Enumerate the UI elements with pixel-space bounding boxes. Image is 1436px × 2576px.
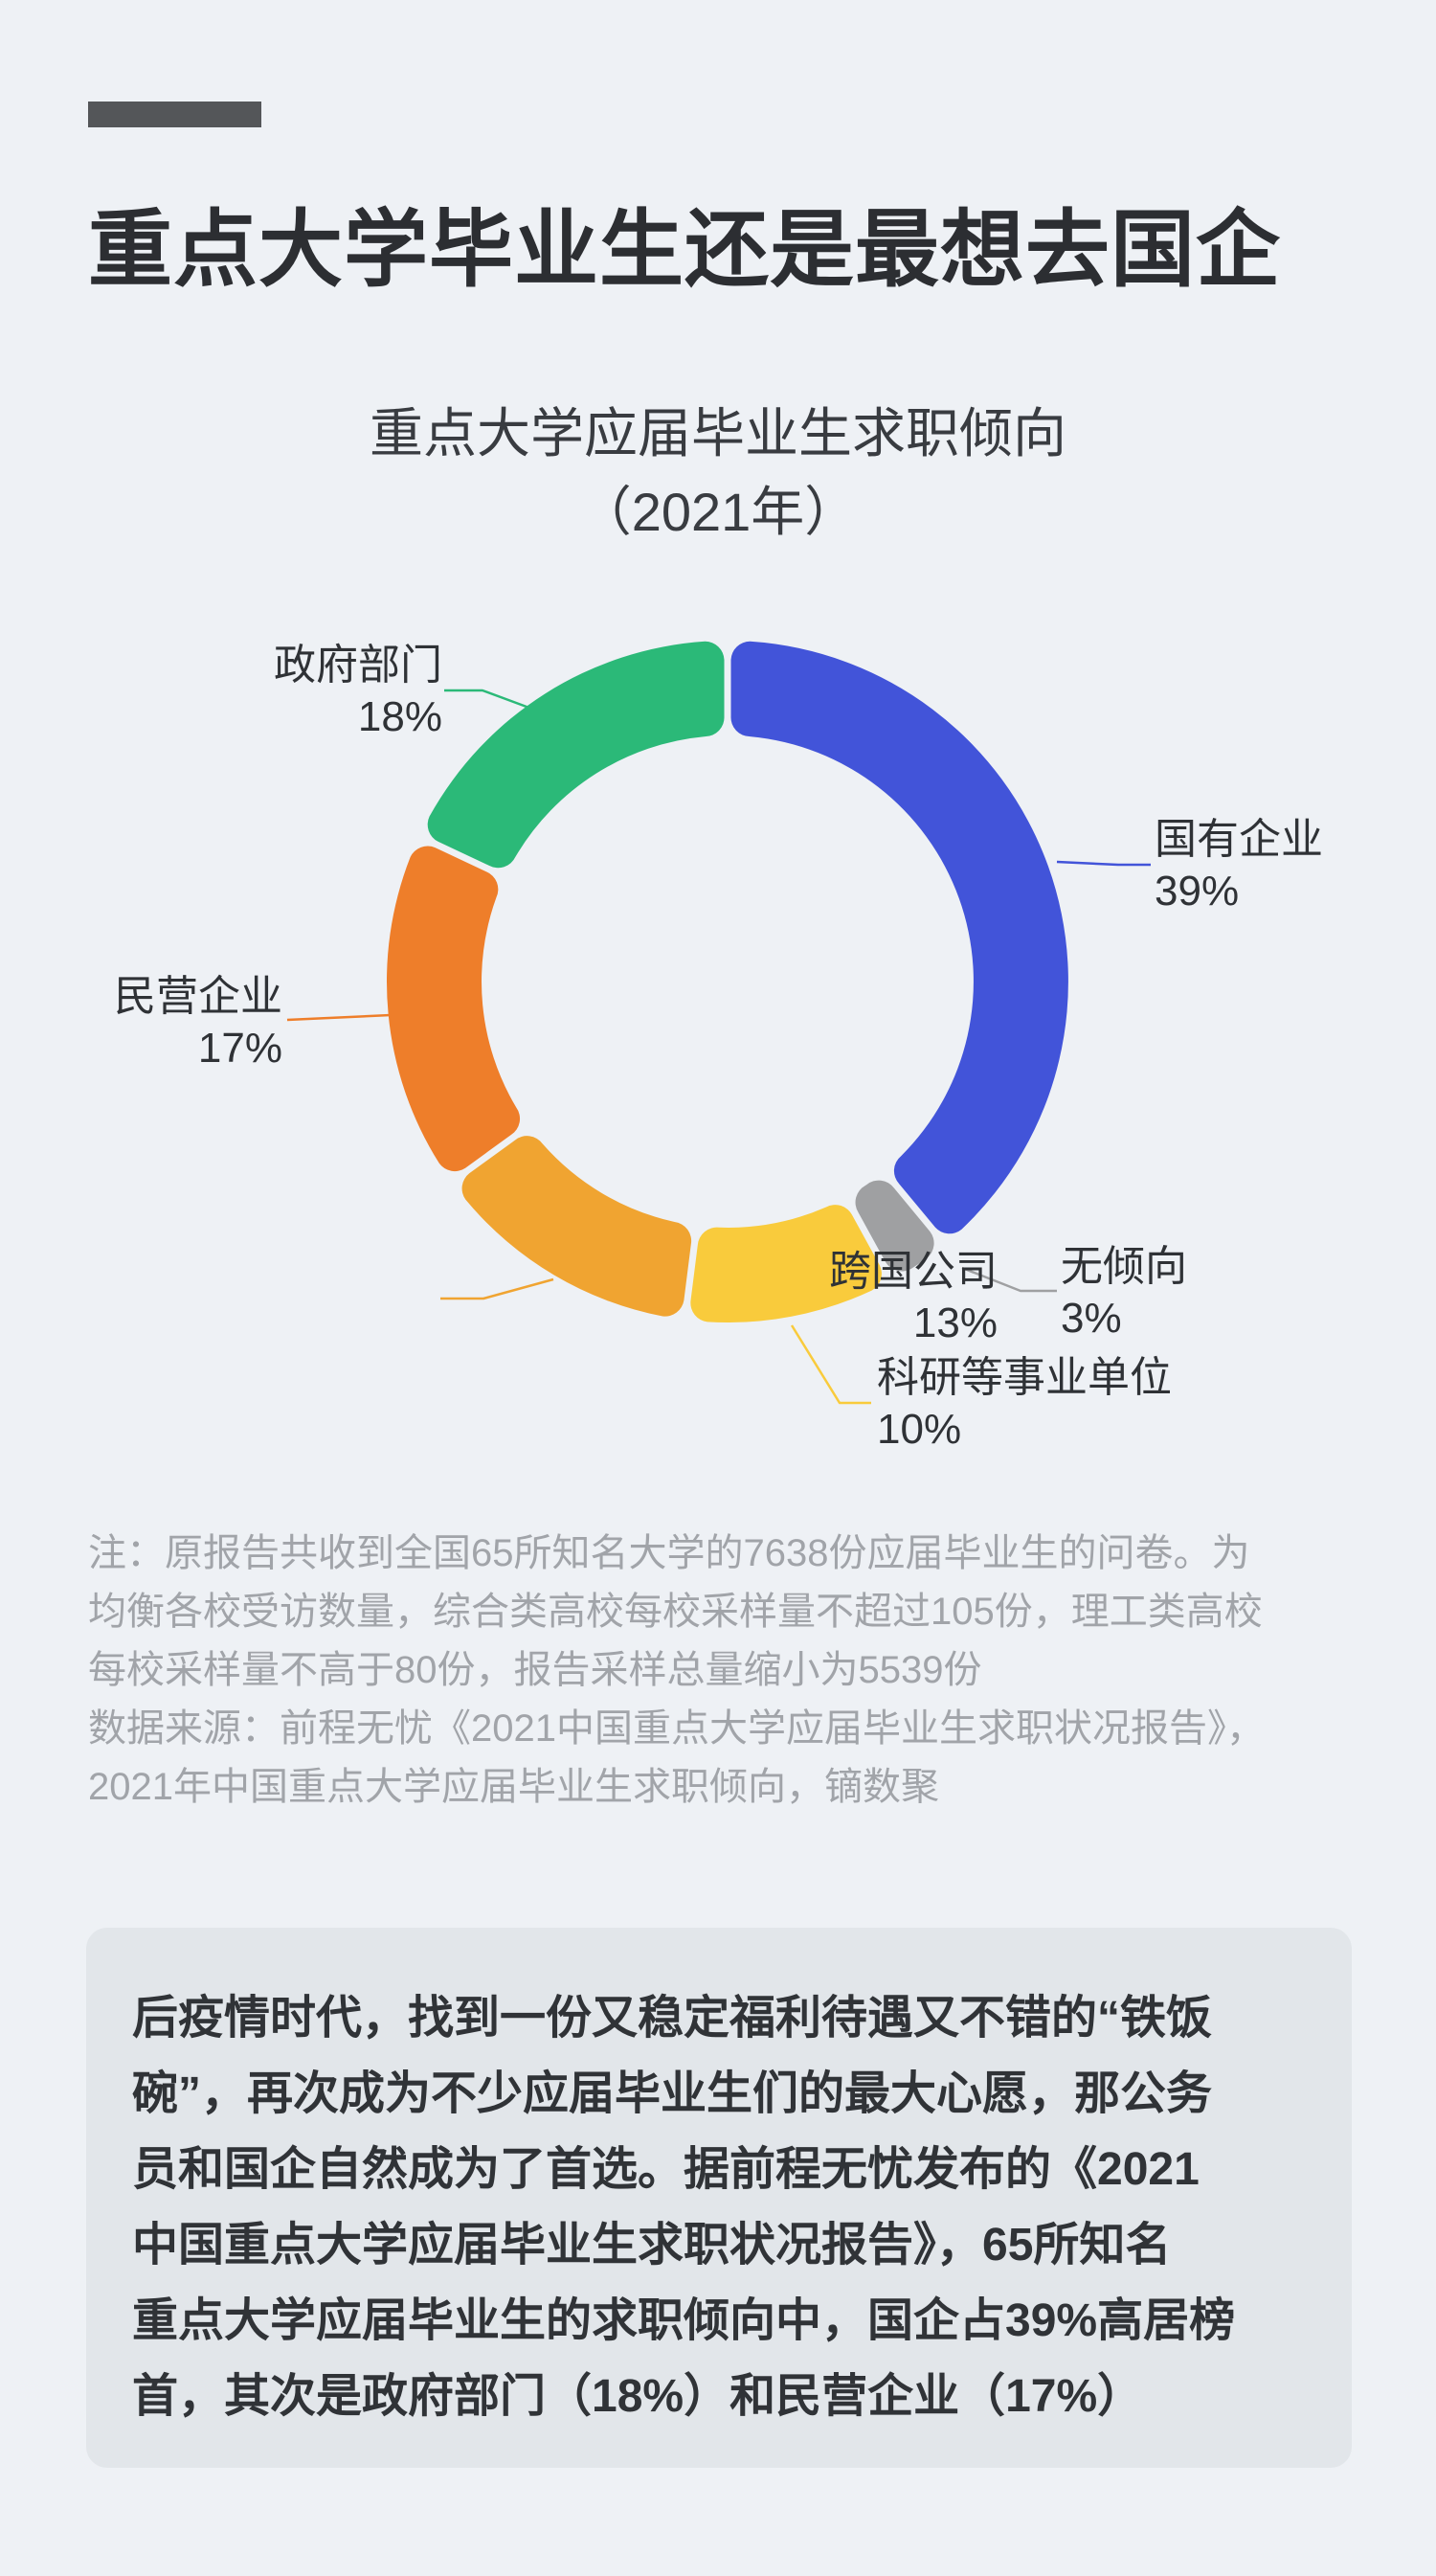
slice-label-minyingqiye: 民营企业 17% <box>114 971 282 1074</box>
slice-label-guoyouqiye: 国有企业 39% <box>1155 814 1323 917</box>
slice-label-pct: 10% <box>877 1406 962 1453</box>
leader-line-5 <box>444 689 553 718</box>
slice-label-text: 国有企业 <box>1155 816 1323 863</box>
page-title: 重点大学毕业生还是最想去国企 <box>88 202 1282 297</box>
summary-line: 后疫情时代，找到一份又稳定福利待遇又不错的“铁饭 <box>132 1993 1213 2044</box>
chart-title: 重点大学应届毕业生求职倾向 <box>370 403 1066 463</box>
donut-slice-4 <box>387 846 521 1172</box>
slice-label-keyan: 科研等事业单位 10% <box>877 1352 1172 1456</box>
donut-slice-0 <box>730 641 1068 1234</box>
summary-line: 中国重点大学应届毕业生求职状况报告》，65所知名 <box>132 2220 1172 2271</box>
summary-line: 员和国企自然成为了首选。据前程无忧发布的《2021 <box>132 2144 1200 2195</box>
chart-title-block: 重点大学应届毕业生求职倾向 （2021年） <box>0 395 1436 552</box>
slice-label-text: 民营企业 <box>114 973 282 1020</box>
accent-bar <box>88 102 261 127</box>
slice-label-pct: 18% <box>357 693 442 740</box>
slice-label-text: 政府部门 <box>274 642 442 689</box>
summary-line: 重点大学应届毕业生的求职倾向中，国企占39%高居榜 <box>132 2295 1236 2346</box>
footnote-line: 均衡各校受访数量，综合类高校每校采样量不超过105份，理工类高校 <box>88 1591 1263 1633</box>
donut-slice-5 <box>427 641 725 869</box>
slice-label-text: 无倾向 <box>1061 1243 1187 1290</box>
donut-slice-3 <box>461 1136 692 1317</box>
slice-label-pct: 39% <box>1155 868 1240 915</box>
slice-label-zhengfubumen: 政府部门 18% <box>274 640 442 743</box>
leader-line-4 <box>286 1013 392 1022</box>
footnote-line: 2021年中国重点大学应届毕业生求职倾向，镝数聚 <box>88 1766 939 1808</box>
chart-subtitle: （2021年） <box>577 482 859 542</box>
slice-label-pct: 17% <box>197 1025 282 1072</box>
summary-card: 后疫情时代，找到一份又稳定福利待遇又不错的“铁饭 碗”，再次成为不少应届毕业生们… <box>86 1928 1352 2468</box>
footnote-line: 每校采样量不高于80份，报告采样总量缩小为5539份 <box>88 1649 982 1691</box>
slice-label-pct: 13% <box>912 1299 998 1346</box>
summary-line: 碗”，再次成为不少应届毕业生们的最大心愿，那公务 <box>132 2068 1213 2119</box>
slice-label-kuaguogongsi: 跨国公司 13% <box>829 1246 998 1349</box>
leader-line-3 <box>440 1277 554 1300</box>
footnote-block: 注：原报告共收到全国65所知名大学的7638份应届毕业生的问卷。为 均衡各校受访… <box>88 1525 1380 1817</box>
slice-label-text: 跨国公司 <box>829 1248 998 1295</box>
slice-label-wuqingxiang: 无倾向 3% <box>1061 1241 1187 1344</box>
slice-label-pct: 3% <box>1061 1295 1122 1342</box>
slice-label-text: 科研等事业单位 <box>877 1354 1172 1401</box>
footnote-line: 注：原报告共收到全国65所知名大学的7638份应届毕业生的问卷。为 <box>88 1532 1250 1574</box>
summary-line: 首，其次是政府部门（18%）和民营企业（17%） <box>132 2371 1144 2422</box>
leader-line-0 <box>1056 860 1151 867</box>
footnote-line: 数据来源：前程无忧《2021中国重点大学应届毕业生求职状况报告》， <box>88 1707 1265 1750</box>
